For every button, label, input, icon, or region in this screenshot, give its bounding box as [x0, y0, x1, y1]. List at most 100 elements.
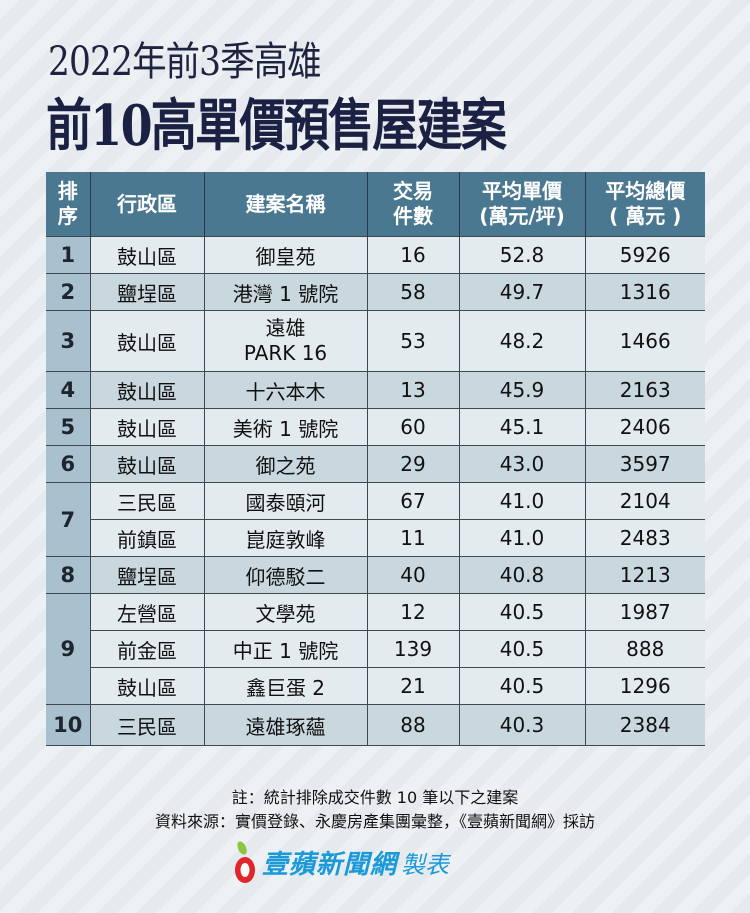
footnote: 註：統計排除成交件數 10 筆以下之建案: [231, 788, 519, 807]
project-cell: 御之苑: [203, 445, 368, 483]
col-rank: 排序: [46, 172, 91, 237]
table-row: 4 鼓山區 十六本木 13 45.9 2163: [46, 371, 705, 409]
total-price-cell: 2384: [584, 704, 705, 746]
district-cell: 鼓山區: [89, 445, 205, 483]
project-cell: 文學苑: [203, 593, 368, 631]
ranking-table: 排序 行政區 建案名稱 交易 件數 平均單價 (萬元/坪) 平均總價( 萬元 ) 1…: [46, 172, 705, 746]
subtitle: 2022年前3季高雄: [48, 39, 322, 85]
project-cell: 港灣 1 號院: [203, 273, 368, 311]
count-cell: 11: [366, 519, 460, 557]
unit-price-cell: 41.0: [458, 482, 586, 520]
count-cell: 16: [366, 236, 460, 274]
total-price-cell: 2163: [584, 371, 705, 409]
unit-price-cell: 40.5: [458, 593, 586, 631]
table-row: 7 三民區 國泰頤河 67 41.0 2104: [46, 482, 705, 557]
district-cell: 鼓山區: [89, 236, 205, 274]
total-price-cell: 3597: [584, 445, 705, 483]
total-price-cell: 2483: [584, 519, 705, 557]
total-price-cell: 2104: [584, 482, 705, 520]
total-price-cell: 888: [584, 630, 705, 668]
unit-price-cell: 43.0: [458, 445, 586, 483]
logo-brand: 壹蘋新聞網: [262, 849, 398, 880]
count-cell: 67: [366, 482, 460, 520]
district-cell: 三民區: [89, 482, 205, 520]
district-cell: 鼓山區: [89, 408, 205, 446]
unit-price-cell: 49.7: [458, 273, 586, 311]
col-count: 交易 件數: [367, 172, 460, 237]
table-row: 10 三民區 遠雄琢蘊 88 40.3 2384: [46, 704, 705, 746]
total-price-cell: 1316: [584, 273, 705, 311]
rank-cell: 8: [46, 556, 91, 594]
unit-price-cell: 40.5: [458, 630, 586, 668]
total-price-cell: 1296: [584, 667, 705, 705]
total-price-cell: 1213: [584, 556, 705, 594]
table-row: 前金區 中正 1 號院 139 40.5 888: [46, 630, 705, 668]
unit-price-cell: 40.3: [458, 704, 586, 746]
logo-suffix: 製表: [401, 850, 450, 879]
rank-cell: 7: [46, 482, 91, 557]
unit-price-cell: 45.1: [458, 408, 586, 446]
district-cell: 三民區: [89, 704, 205, 746]
table-row: 9 左營區 文學苑 12 40.5 1987: [46, 593, 705, 705]
table-row: 3 鼓山區 遠雄 PARK 16 53 48.2 1466: [46, 310, 705, 372]
count-cell: 13: [366, 371, 460, 409]
district-cell: 鹽埕區: [89, 273, 205, 311]
count-cell: 58: [366, 273, 460, 311]
project-cell: 中正 1 號院: [203, 630, 368, 668]
district-cell: 前鎮區: [90, 519, 205, 557]
unit-price-cell: 40.5: [458, 667, 586, 705]
count-cell: 139: [366, 630, 460, 668]
district-cell: 鹽埕區: [89, 556, 205, 594]
total-price-cell: 2406: [584, 408, 705, 446]
unit-price-cell: 48.2: [458, 310, 586, 372]
rank-cell: 1: [46, 236, 91, 274]
table-row: 5 鼓山區 美術 1 號院 60 45.1 2406: [46, 408, 705, 446]
rank-cell: 6: [46, 445, 91, 483]
district-cell: 鼓山區: [89, 310, 205, 372]
count-cell: 29: [366, 445, 460, 483]
total-price-cell: 1987: [584, 593, 705, 631]
total-price-cell: 5926: [584, 236, 705, 274]
district-cell: 鼓山區: [90, 667, 205, 705]
count-cell: 53: [366, 310, 460, 372]
rank-cell: 4: [46, 371, 91, 409]
rank-cell: 2: [46, 273, 91, 311]
rank-cell: 5: [46, 408, 91, 446]
table-header: 排序 行政區 建案名稱 交易 件數 平均單價 (萬元/坪) 平均總價( 萬元 ): [46, 172, 705, 237]
count-cell: 21: [366, 667, 460, 705]
count-cell: 12: [366, 593, 460, 631]
table-row: 1 鼓山區 御皇苑 16 52.8 5926: [46, 236, 705, 274]
table-row: 8 鹽埕區 仰德駁二 40 40.8 1213: [46, 556, 705, 594]
unit-price-cell: 52.8: [458, 236, 586, 274]
table-row: 6 鼓山區 御之苑 29 43.0 3597: [46, 445, 705, 483]
table-row: 鼓山區 鑫巨蛋 2 21 40.5 1296: [46, 667, 705, 705]
col-district: 行政區: [90, 172, 205, 237]
table-row: 2 鹽埕區 港灣 1 號院 58 49.7 1316: [46, 273, 705, 311]
district-cell: 左營區: [89, 593, 205, 631]
project-cell: 仰德駁二: [203, 556, 368, 594]
project-cell: 御皇苑: [203, 236, 368, 274]
page-title: 前10高單價預售屋建案: [46, 93, 507, 159]
district-cell: 前金區: [90, 630, 205, 668]
count-cell: 40: [366, 556, 460, 594]
project-cell: 崑庭敦峰: [203, 519, 368, 557]
project-cell: 國泰頤河: [203, 482, 368, 520]
table-row: 前鎮區 崑庭敦峰 11 41.0 2483: [46, 519, 705, 557]
count-cell: 88: [366, 704, 460, 746]
project-cell: 十六本木: [203, 371, 368, 409]
brand-logo: 壹蘋新聞網 製表: [234, 838, 449, 886]
unit-price-cell: 45.9: [458, 371, 586, 409]
apple-icon: [235, 841, 255, 883]
rank-cell: 10: [46, 704, 91, 746]
project-cell: 美術 1 號院: [203, 408, 368, 446]
district-cell: 鼓山區: [89, 371, 205, 409]
unit-price-cell: 41.0: [458, 519, 586, 557]
count-cell: 60: [366, 408, 460, 446]
rank-cell: 9: [46, 593, 91, 705]
unit-price-cell: 40.8: [458, 556, 586, 594]
project-cell: 遠雄琢蘊: [203, 704, 368, 746]
project-cell: 鑫巨蛋 2: [203, 667, 368, 705]
total-price-cell: 1466: [584, 310, 705, 372]
col-project: 建案名稱: [204, 172, 368, 237]
rank-cell: 3: [46, 310, 91, 372]
